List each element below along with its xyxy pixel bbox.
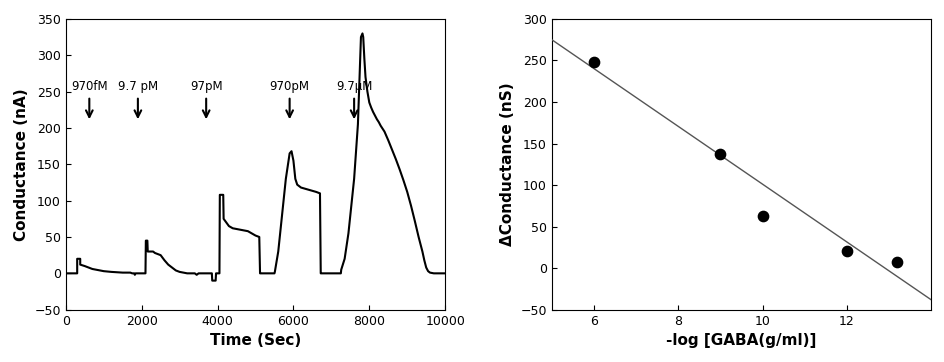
- X-axis label: Time (Sec): Time (Sec): [210, 333, 301, 348]
- Text: 9.7μM: 9.7μM: [335, 80, 372, 117]
- Point: [585, 59, 600, 65]
- Text: 9.7 pM: 9.7 pM: [118, 80, 158, 117]
- Text: 97pM: 97pM: [190, 80, 222, 117]
- Y-axis label: Conductance (nA): Conductance (nA): [14, 88, 29, 241]
- Text: 970fM: 970fM: [71, 80, 108, 117]
- Y-axis label: ΔConductance (nS): ΔConductance (nS): [499, 83, 514, 246]
- X-axis label: -log [GABA(g/ml)]: -log [GABA(g/ml)]: [666, 333, 816, 348]
- Text: 970pM: 970pM: [269, 80, 310, 117]
- Point: [754, 213, 769, 219]
- Point: [712, 151, 727, 157]
- Point: [889, 258, 904, 264]
- Point: [838, 248, 853, 254]
